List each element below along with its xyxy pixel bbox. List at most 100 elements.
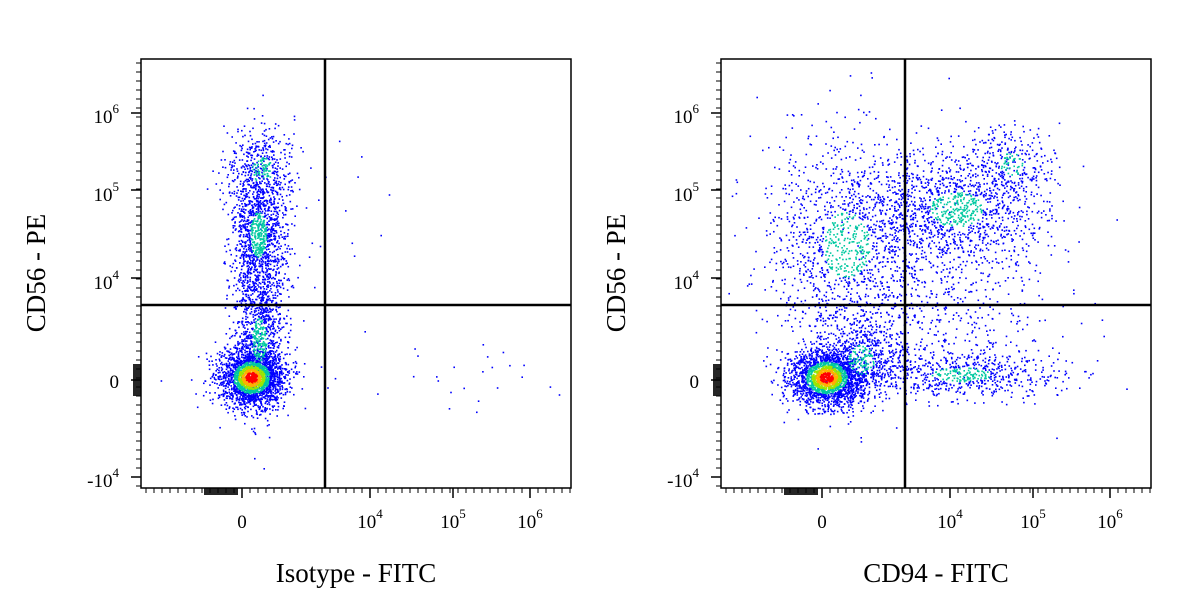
data-point: [238, 385, 241, 388]
data-point: [260, 218, 262, 221]
data-point: [897, 316, 900, 319]
data-point: [263, 192, 266, 194]
data-point: [236, 382, 239, 384]
data-point: [256, 347, 259, 350]
data-point: [263, 170, 265, 173]
data-point: [255, 356, 258, 358]
data-point: [263, 169, 266, 171]
data-point: [975, 343, 977, 346]
data-point: [249, 190, 251, 192]
data-point: [278, 222, 280, 224]
data-point: [288, 163, 290, 165]
data-point: [224, 378, 227, 380]
data-point: [230, 385, 232, 387]
data-point: [235, 399, 238, 402]
data-point: [247, 344, 249, 346]
data-point: [280, 151, 282, 154]
data-point: [245, 295, 248, 298]
data-point: [266, 378, 268, 381]
data-point: [258, 328, 260, 330]
data-point: [246, 228, 248, 231]
data-point: [246, 382, 249, 384]
data-point: [262, 235, 265, 237]
data-point: [266, 359, 269, 362]
data-point: [266, 276, 268, 278]
data-point: [987, 314, 990, 316]
data-point: [291, 179, 294, 181]
data-point: [271, 231, 273, 233]
data-point: [258, 414, 261, 416]
data-point: [243, 219, 246, 222]
data-point: [253, 287, 256, 290]
data-point: [275, 218, 277, 221]
data-point: [277, 174, 279, 177]
data-point: [286, 223, 288, 226]
data-point: [246, 219, 249, 221]
data-point: [266, 407, 268, 410]
data-point: [249, 244, 251, 246]
data-point: [297, 276, 299, 279]
data-point: [284, 153, 286, 156]
data-point: [251, 390, 253, 393]
data-point: [263, 224, 265, 226]
data-point: [236, 177, 239, 179]
data-point: [294, 349, 297, 351]
data-point: [273, 255, 276, 258]
data-point: [1024, 356, 1026, 359]
data-point: [238, 221, 241, 223]
data-point: [265, 320, 267, 323]
data-point: [225, 379, 227, 382]
data-point: [256, 413, 258, 416]
data-point: [239, 213, 242, 216]
data-point: [253, 385, 255, 388]
data-point: [249, 348, 251, 351]
data-point: [263, 320, 266, 322]
data-point: [245, 344, 247, 347]
data-point: [263, 390, 266, 392]
data-point: [277, 284, 279, 287]
data-point: [262, 149, 265, 152]
data-point: [253, 361, 255, 364]
data-point: [997, 239, 999, 242]
data-point: [241, 384, 244, 386]
data-point: [241, 210, 244, 212]
data-point: [262, 299, 265, 302]
data-point: [257, 184, 259, 186]
data-point: [250, 334, 252, 336]
data-point: [276, 173, 278, 176]
data-point: [287, 278, 290, 280]
data-point: [241, 370, 244, 372]
data-point: [276, 376, 279, 379]
data-point: [277, 383, 280, 385]
data-point: [281, 195, 283, 198]
data-point: [269, 234, 271, 237]
data-point: [265, 332, 268, 335]
x-axis-title: Isotype - FITC: [276, 558, 436, 588]
data-point: [285, 263, 287, 265]
data-point: [276, 280, 278, 283]
data-point: [231, 387, 233, 390]
data-point: [231, 334, 234, 337]
data-point: [251, 285, 254, 288]
data-point: [254, 321, 256, 324]
data-point: [255, 392, 257, 394]
data-point: [209, 384, 211, 386]
data-point: [257, 171, 260, 174]
data-point: [228, 395, 231, 398]
data-point: [265, 237, 268, 240]
data-point: [269, 170, 271, 172]
data-point: [254, 404, 256, 406]
data-point: [256, 359, 259, 362]
data-point: [232, 172, 235, 174]
data-point: [253, 427, 256, 430]
x-tick-label: 105: [440, 506, 466, 533]
data-point: [260, 322, 263, 325]
data-point: [278, 365, 280, 368]
data-point: [273, 238, 275, 240]
data-point: [237, 381, 239, 383]
data-point: [254, 163, 257, 166]
data-point: [258, 205, 261, 208]
data-point: [265, 352, 267, 355]
data-point: [263, 246, 266, 248]
data-point: [273, 376, 275, 379]
